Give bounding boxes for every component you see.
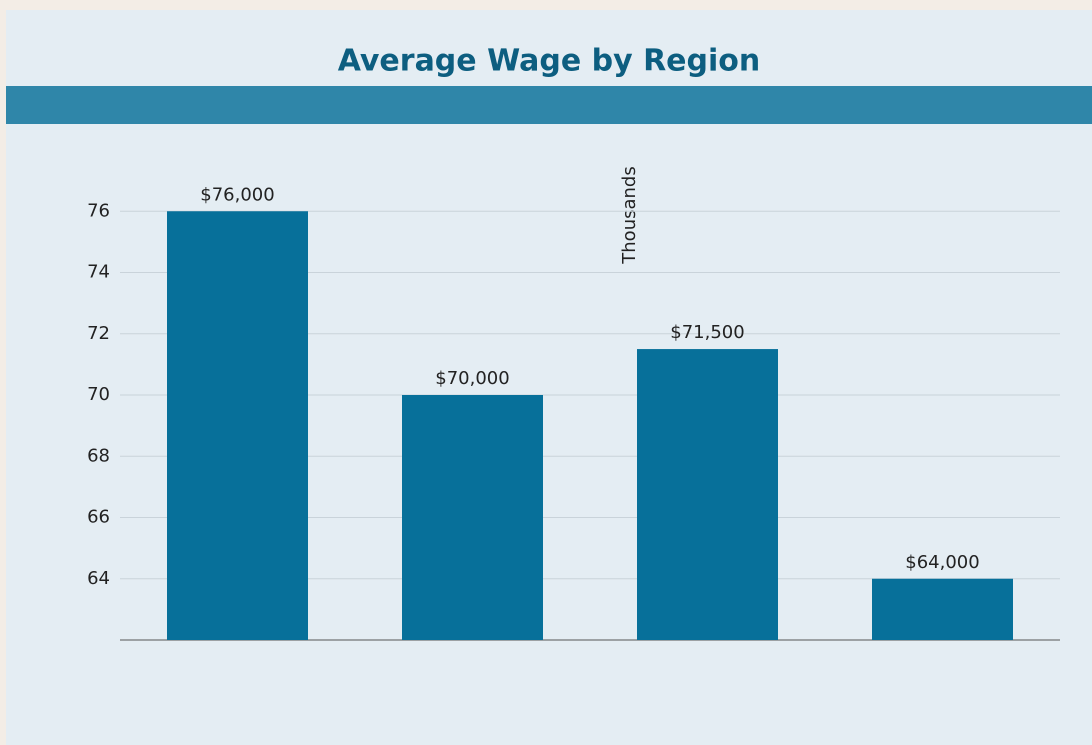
y-tick-label: 74	[87, 262, 110, 283]
y-axis-label: Thousands	[619, 166, 640, 264]
bar	[872, 579, 1013, 640]
value-label: $64,000	[905, 552, 979, 573]
bar	[637, 349, 778, 640]
value-label: $70,000	[435, 368, 509, 389]
title-band	[6, 86, 1092, 124]
y-tick-label: 70	[87, 384, 110, 405]
value-label: $76,000	[200, 184, 274, 205]
chart-title: Average Wage by Region	[338, 44, 761, 79]
value-label: $71,500	[670, 322, 744, 343]
y-tick-label: 64	[87, 568, 110, 589]
bar	[167, 211, 308, 640]
bar	[402, 395, 543, 640]
y-tick-label: 72	[87, 323, 110, 344]
y-tick-label: 68	[87, 445, 110, 466]
y-tick-label: 76	[87, 200, 110, 221]
chart: Average Wage by Region Thousands 64 66 68 7…	[0, 0, 1092, 745]
y-tick-label: 66	[87, 507, 110, 528]
